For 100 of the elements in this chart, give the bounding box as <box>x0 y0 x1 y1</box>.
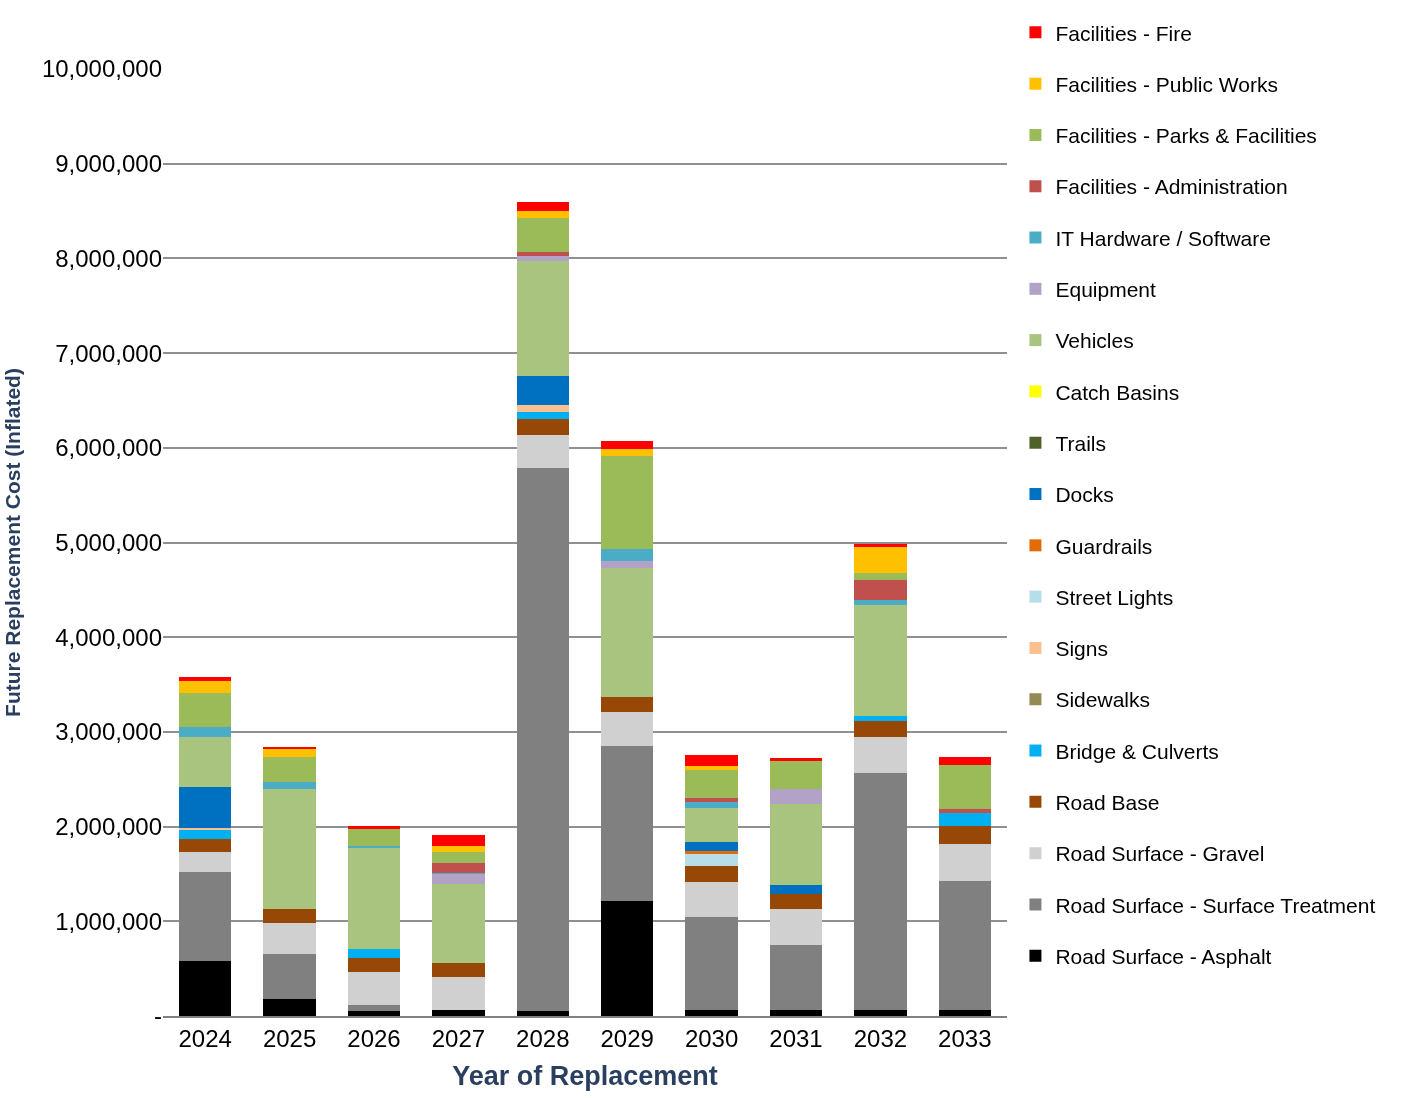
legend-label: Bridge & Culverts <box>1055 739 1219 763</box>
bar <box>601 561 654 569</box>
bar <box>179 676 232 681</box>
bar <box>685 851 738 855</box>
bar <box>263 923 316 955</box>
bar <box>854 736 907 773</box>
bar <box>347 948 401 959</box>
bar <box>347 848 401 949</box>
bar <box>685 1010 738 1016</box>
x-tick-label: 2033 <box>938 1024 992 1052</box>
y-tick-label: 4,000,000 <box>55 623 162 651</box>
bar <box>938 813 991 826</box>
bar <box>854 1010 907 1016</box>
legend-label: IT Hardware / Software <box>1055 226 1271 250</box>
bar <box>347 1011 401 1016</box>
bar <box>263 954 316 999</box>
bar <box>516 217 569 252</box>
x-tick-label: 2024 <box>178 1024 232 1052</box>
bar <box>769 758 823 761</box>
bar <box>432 862 485 873</box>
bar <box>685 854 738 867</box>
bar <box>685 807 738 842</box>
bar <box>938 880 991 1011</box>
bar <box>516 261 569 376</box>
bar <box>179 872 232 962</box>
legend-label: Sidewalks <box>1055 688 1150 712</box>
bar <box>769 803 823 886</box>
y-tick-label: 3,000,000 <box>55 718 162 746</box>
bar <box>854 605 907 716</box>
bar <box>432 962 485 978</box>
bar <box>179 736 232 787</box>
bar <box>685 841 738 852</box>
bar <box>179 829 232 839</box>
legend-label: Facilities - Administration <box>1055 175 1288 199</box>
x-tick-label: 2032 <box>853 1024 908 1052</box>
legend-label: Road Surface - Gravel <box>1055 842 1265 866</box>
bar <box>601 568 654 697</box>
bar <box>685 916 738 1011</box>
bar <box>516 405 569 412</box>
y-tick-label: - <box>154 1002 162 1030</box>
bar <box>179 838 232 853</box>
bar <box>769 788 823 804</box>
bar <box>601 746 654 902</box>
bar <box>263 788 316 909</box>
bar <box>769 893 823 909</box>
bar <box>263 782 316 789</box>
legend-label: Facilities - Parks & Facilities <box>1055 124 1317 148</box>
bar <box>854 772 907 1011</box>
x-tick-label: 2027 <box>431 1024 486 1052</box>
bar <box>432 835 485 847</box>
x-tick-label: 2028 <box>516 1024 570 1052</box>
x-axis-title: Year of Replacement <box>452 1060 718 1091</box>
bar <box>769 944 823 1011</box>
y-tick-label: 2,000,000 <box>55 813 162 840</box>
bar <box>685 765 738 770</box>
bar <box>854 721 907 737</box>
bar <box>516 251 569 256</box>
x-tick-label: 2025 <box>262 1024 317 1052</box>
legend-label: Equipment <box>1055 278 1156 302</box>
legend-label: Catch Basins <box>1055 380 1180 404</box>
bar <box>432 977 485 1011</box>
y-tick-label: 7,000,000 <box>55 339 162 367</box>
bar <box>179 693 232 728</box>
x-tick-label: 2029 <box>600 1024 654 1052</box>
bar <box>938 1010 991 1016</box>
bar <box>516 419 569 435</box>
bar <box>347 972 401 1005</box>
bar <box>769 1010 823 1016</box>
bar <box>938 765 991 809</box>
bar <box>516 375 569 406</box>
y-tick-label: 6,000,000 <box>55 434 162 462</box>
bar <box>179 727 232 737</box>
bar <box>601 696 654 713</box>
bar <box>347 829 401 846</box>
bar <box>516 467 569 1012</box>
bar <box>601 441 654 449</box>
bar <box>685 798 738 802</box>
y-tick-label: 9,000,000 <box>55 150 162 178</box>
bar <box>347 1004 401 1012</box>
x-tick-label: 2026 <box>347 1024 401 1052</box>
y-axis-title: Future Replacement Cost (Inflated) <box>1 368 25 717</box>
legend-label: Facilities - Public Works <box>1055 72 1278 96</box>
y-tick-label: 8,000,000 <box>55 244 162 272</box>
bar <box>263 998 316 1016</box>
y-tick-label: 1,000,000 <box>55 907 162 935</box>
bar <box>685 769 738 799</box>
legend-label: Road Surface - Surface Treatment <box>1055 893 1376 917</box>
bar <box>854 600 907 605</box>
y-tick-label: 5,000,000 <box>55 528 162 556</box>
bar <box>516 211 569 218</box>
bar <box>854 580 907 601</box>
legend-label: Docks <box>1055 483 1114 507</box>
bar <box>769 885 823 894</box>
y-tick-label: 10,000,000 <box>41 55 162 83</box>
bar <box>938 825 991 844</box>
bar <box>854 572 907 581</box>
bar <box>432 852 485 863</box>
bar <box>179 786 232 828</box>
legend-label: Vehicles <box>1055 329 1134 353</box>
bar <box>516 434 569 468</box>
